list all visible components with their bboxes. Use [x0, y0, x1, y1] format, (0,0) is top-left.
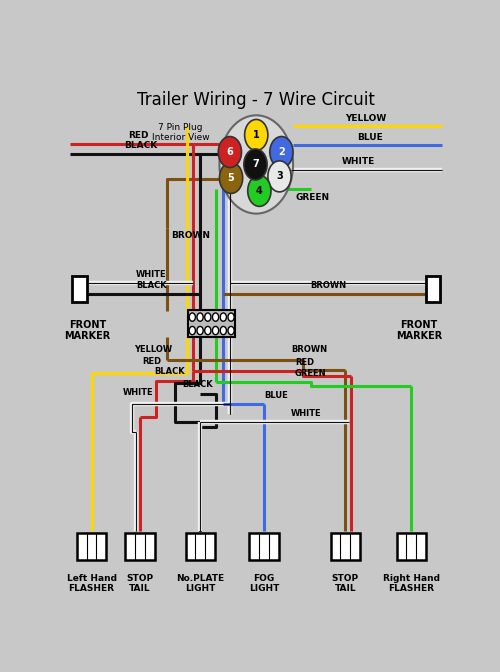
- Text: WHITE: WHITE: [291, 409, 322, 418]
- Text: No.PLATE
LIGHT: No.PLATE LIGHT: [176, 574, 224, 593]
- Text: BROWN: BROWN: [171, 231, 210, 241]
- Text: 5: 5: [228, 173, 234, 183]
- Circle shape: [220, 327, 226, 335]
- Circle shape: [228, 313, 234, 321]
- Text: GREEN: GREEN: [295, 193, 329, 202]
- Text: BLACK: BLACK: [124, 141, 158, 150]
- Text: WHITE: WHITE: [122, 388, 153, 397]
- Circle shape: [197, 313, 203, 321]
- Text: FRONT
MARKER: FRONT MARKER: [64, 320, 111, 341]
- Text: FRONT
MARKER: FRONT MARKER: [396, 320, 442, 341]
- Circle shape: [270, 136, 293, 167]
- Text: 6: 6: [226, 147, 234, 157]
- Text: WHITE: WHITE: [136, 270, 167, 280]
- Circle shape: [268, 161, 291, 192]
- Circle shape: [220, 163, 242, 194]
- Text: BLACK: BLACK: [182, 380, 213, 390]
- Bar: [331, 533, 360, 560]
- Circle shape: [204, 327, 211, 335]
- Text: WHITE: WHITE: [342, 157, 375, 167]
- Text: BROWN: BROWN: [310, 281, 346, 290]
- Bar: [250, 533, 278, 560]
- Circle shape: [244, 120, 268, 151]
- Text: BLACK: BLACK: [154, 367, 186, 376]
- Text: BROWN: BROWN: [291, 345, 327, 354]
- Text: Left Hand
FLASHER: Left Hand FLASHER: [66, 574, 116, 593]
- Circle shape: [189, 327, 196, 335]
- Text: RED: RED: [142, 357, 161, 366]
- Text: Trailer Wiring - 7 Wire Circuit: Trailer Wiring - 7 Wire Circuit: [138, 91, 375, 109]
- Bar: [72, 276, 87, 302]
- Text: 4: 4: [256, 186, 262, 196]
- Circle shape: [189, 313, 196, 321]
- Text: YELLOW: YELLOW: [346, 114, 387, 123]
- Text: BLACK: BLACK: [136, 281, 167, 290]
- Circle shape: [204, 313, 211, 321]
- Text: FOG
LIGHT: FOG LIGHT: [249, 574, 279, 593]
- Text: BLUE: BLUE: [357, 132, 383, 142]
- Circle shape: [228, 327, 234, 335]
- Circle shape: [220, 313, 226, 321]
- Bar: [126, 533, 154, 560]
- Circle shape: [244, 149, 267, 180]
- Text: STOP
TAIL: STOP TAIL: [126, 574, 154, 593]
- Text: RED: RED: [128, 130, 149, 140]
- Circle shape: [248, 175, 271, 206]
- Text: Right Hand
FLASHER: Right Hand FLASHER: [383, 574, 440, 593]
- Bar: [396, 533, 426, 560]
- Text: 7: 7: [252, 159, 259, 169]
- Text: 7 Pin Plug
Interior View: 7 Pin Plug Interior View: [152, 123, 210, 142]
- Text: 1: 1: [253, 130, 260, 140]
- Text: YELLOW: YELLOW: [134, 345, 172, 354]
- Text: BLUE: BLUE: [264, 391, 288, 400]
- Bar: [186, 533, 214, 560]
- Bar: [77, 533, 106, 560]
- Circle shape: [220, 116, 293, 214]
- Circle shape: [218, 136, 242, 167]
- Bar: [188, 310, 235, 337]
- Text: 2: 2: [278, 147, 285, 157]
- Text: STOP
TAIL: STOP TAIL: [332, 574, 359, 593]
- Text: GREEN: GREEN: [294, 368, 326, 378]
- Circle shape: [212, 327, 218, 335]
- Circle shape: [212, 313, 218, 321]
- Circle shape: [197, 327, 203, 335]
- Text: RED: RED: [295, 358, 314, 367]
- Bar: [426, 276, 440, 302]
- Text: 3: 3: [276, 171, 283, 181]
